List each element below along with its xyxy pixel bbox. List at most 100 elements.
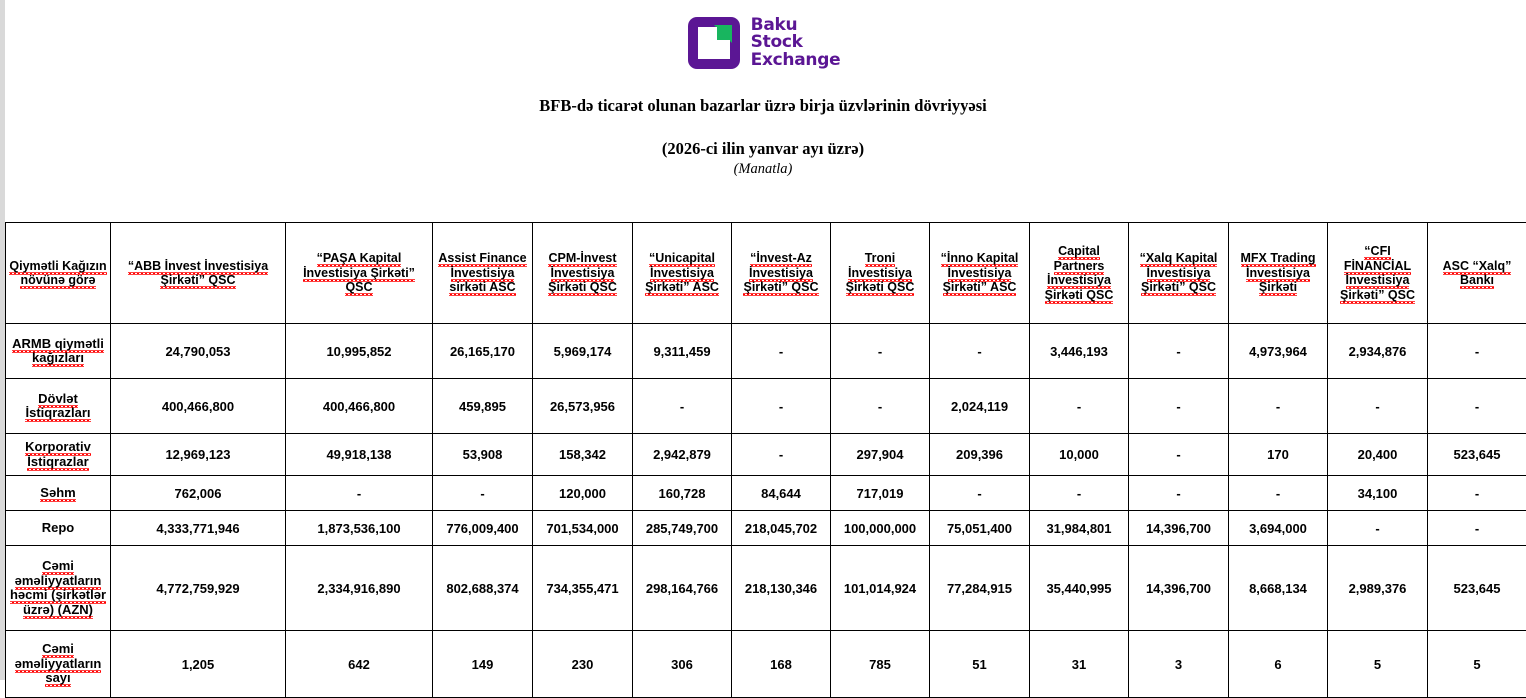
- cell: 523,645: [1428, 434, 1526, 476]
- table-header: Qiymətli Kağızın növünə görə “ABB İnvest…: [6, 223, 1526, 324]
- cell: 3: [1129, 631, 1229, 698]
- report-title: BFB-də ticarət olunan bazarlar üzrə birj…: [0, 96, 1526, 116]
- cell: -: [1428, 511, 1526, 546]
- header-col-7: “İnno Kapital İnvestisiya Şirkəti” ASC: [930, 223, 1030, 324]
- cell: 3,446,193: [1030, 324, 1129, 379]
- cell: 701,534,000: [533, 511, 633, 546]
- cell: 4,772,759,929: [111, 546, 286, 631]
- header-col-9: “Xalq Kapital İnvestisiya Şirkəti” QSC: [1129, 223, 1229, 324]
- header-col-6: Troni İnvestisiya Şirkəti QSC: [831, 223, 930, 324]
- cell: 523,645: [1428, 546, 1526, 631]
- cell: -: [1428, 476, 1526, 511]
- cell: -: [831, 324, 930, 379]
- header-col-3: CPM-İnvest İnvestisiya Şirkəti QSC: [533, 223, 633, 324]
- cell: 24,790,053: [111, 324, 286, 379]
- cell: 20,400: [1328, 434, 1428, 476]
- row-label-armb: ARMB qiymətli kağızları: [6, 324, 111, 379]
- cell: 5,969,174: [533, 324, 633, 379]
- cell: 717,019: [831, 476, 930, 511]
- cell: 77,284,915: [930, 546, 1030, 631]
- table-row: Repo 4,333,771,946 1,873,536,100 776,009…: [6, 511, 1526, 546]
- cell: 26,573,956: [533, 379, 633, 434]
- header-col-12: ASC “Xalq” Bankı: [1428, 223, 1526, 324]
- cell: 10,995,852: [286, 324, 433, 379]
- cell: 53,908: [433, 434, 533, 476]
- cell: 218,130,346: [732, 546, 831, 631]
- cell: 2,934,876: [1328, 324, 1428, 379]
- cell: -: [1229, 476, 1328, 511]
- baku-stock-exchange-logo-icon: [686, 15, 742, 71]
- cell: -: [1428, 324, 1526, 379]
- cell: 1,205: [111, 631, 286, 698]
- cell: -: [1229, 379, 1328, 434]
- cell: 9,311,459: [633, 324, 732, 379]
- cell: -: [1428, 379, 1526, 434]
- header-col-11: “CFI FİNANCİAL İnvestisiya Şirkəti” QSC: [1328, 223, 1428, 324]
- cell: -: [1030, 379, 1129, 434]
- cell: -: [1328, 379, 1428, 434]
- cell: 400,466,800: [111, 379, 286, 434]
- cell: 2,942,879: [633, 434, 732, 476]
- cell: -: [732, 379, 831, 434]
- cell: 10,000: [1030, 434, 1129, 476]
- cell: 4,333,771,946: [111, 511, 286, 546]
- brand-line-3: Exchange: [751, 52, 841, 70]
- cell: 297,904: [831, 434, 930, 476]
- cell: 6: [1229, 631, 1328, 698]
- cell: 75,051,400: [930, 511, 1030, 546]
- table-body: ARMB qiymətli kağızları 24,790,053 10,99…: [6, 324, 1526, 698]
- cell: 51: [930, 631, 1030, 698]
- table-row: Korporativ İstiqrazlar 12,969,123 49,918…: [6, 434, 1526, 476]
- cell: 230: [533, 631, 633, 698]
- cell: 14,396,700: [1129, 511, 1229, 546]
- brand-logo: Baku Stock Exchange: [686, 12, 841, 74]
- cell: 1,873,536,100: [286, 511, 433, 546]
- row-label-dovlet-istiqrazlari: Dövlət İstiqrazları: [6, 379, 111, 434]
- cell: -: [732, 324, 831, 379]
- cell: 84,644: [732, 476, 831, 511]
- cell: 209,396: [930, 434, 1030, 476]
- cell: 802,688,374: [433, 546, 533, 631]
- report-period: (2026-ci ilin yanvar ayı üzrə): [0, 139, 1526, 159]
- row-label-korporativ-istiqrazlar: Korporativ İstiqrazlar: [6, 434, 111, 476]
- cell: -: [286, 476, 433, 511]
- cell: 120,000: [533, 476, 633, 511]
- cell: 3,694,000: [1229, 511, 1328, 546]
- cell: 100,000,000: [831, 511, 930, 546]
- turnover-table: Qiymətli Kağızın növünə görə “ABB İnvest…: [5, 222, 1526, 698]
- cell: 306: [633, 631, 732, 698]
- cell: 31: [1030, 631, 1129, 698]
- cell: 168: [732, 631, 831, 698]
- table-row: Səhm 762,006 - - 120,000 160,728 84,644 …: [6, 476, 1526, 511]
- cell: 459,895: [433, 379, 533, 434]
- cell: 400,466,800: [286, 379, 433, 434]
- header-col-2: Assist Finance İnvestisiya sirkəti ASC: [433, 223, 533, 324]
- cell: 160,728: [633, 476, 732, 511]
- cell: 4,973,964: [1229, 324, 1328, 379]
- header-col-4: “Unicapital İnvestisiya Şirkəti” ASC: [633, 223, 732, 324]
- brand-logo-text: Baku Stock Exchange: [751, 17, 841, 70]
- cell: 2,024,119: [930, 379, 1030, 434]
- table-row: Cəmi əməliyyatların sayı 1,205 642 149 2…: [6, 631, 1526, 698]
- cell: -: [1030, 476, 1129, 511]
- row-label-cemi-emeliyyatlarin-hecmi: Cəmi əməliyyatların həcmi (şirkətlər üzr…: [6, 546, 111, 631]
- header-row: Qiymətli Kağızın növünə görə “ABB İnvest…: [6, 223, 1526, 324]
- report-currency-unit: (Manatla): [0, 161, 1526, 178]
- cell: 2,989,376: [1328, 546, 1428, 631]
- cell: -: [930, 476, 1030, 511]
- cell: -: [930, 324, 1030, 379]
- table-row: Cəmi əməliyyatların həcmi (şirkətlər üzr…: [6, 546, 1526, 631]
- cell: -: [433, 476, 533, 511]
- cell: -: [1129, 434, 1229, 476]
- cell: -: [1129, 476, 1229, 511]
- cell: 776,009,400: [433, 511, 533, 546]
- cell: 149: [433, 631, 533, 698]
- cell: -: [1129, 379, 1229, 434]
- turnover-table-wrapper: Qiymətli Kağızın növünə görə “ABB İnvest…: [5, 222, 1526, 698]
- cell: 101,014,924: [831, 546, 930, 631]
- cell: 35,440,995: [1030, 546, 1129, 631]
- row-label-repo: Repo: [6, 511, 111, 546]
- cell: -: [732, 434, 831, 476]
- cell: 31,984,801: [1030, 511, 1129, 546]
- cell: 12,969,123: [111, 434, 286, 476]
